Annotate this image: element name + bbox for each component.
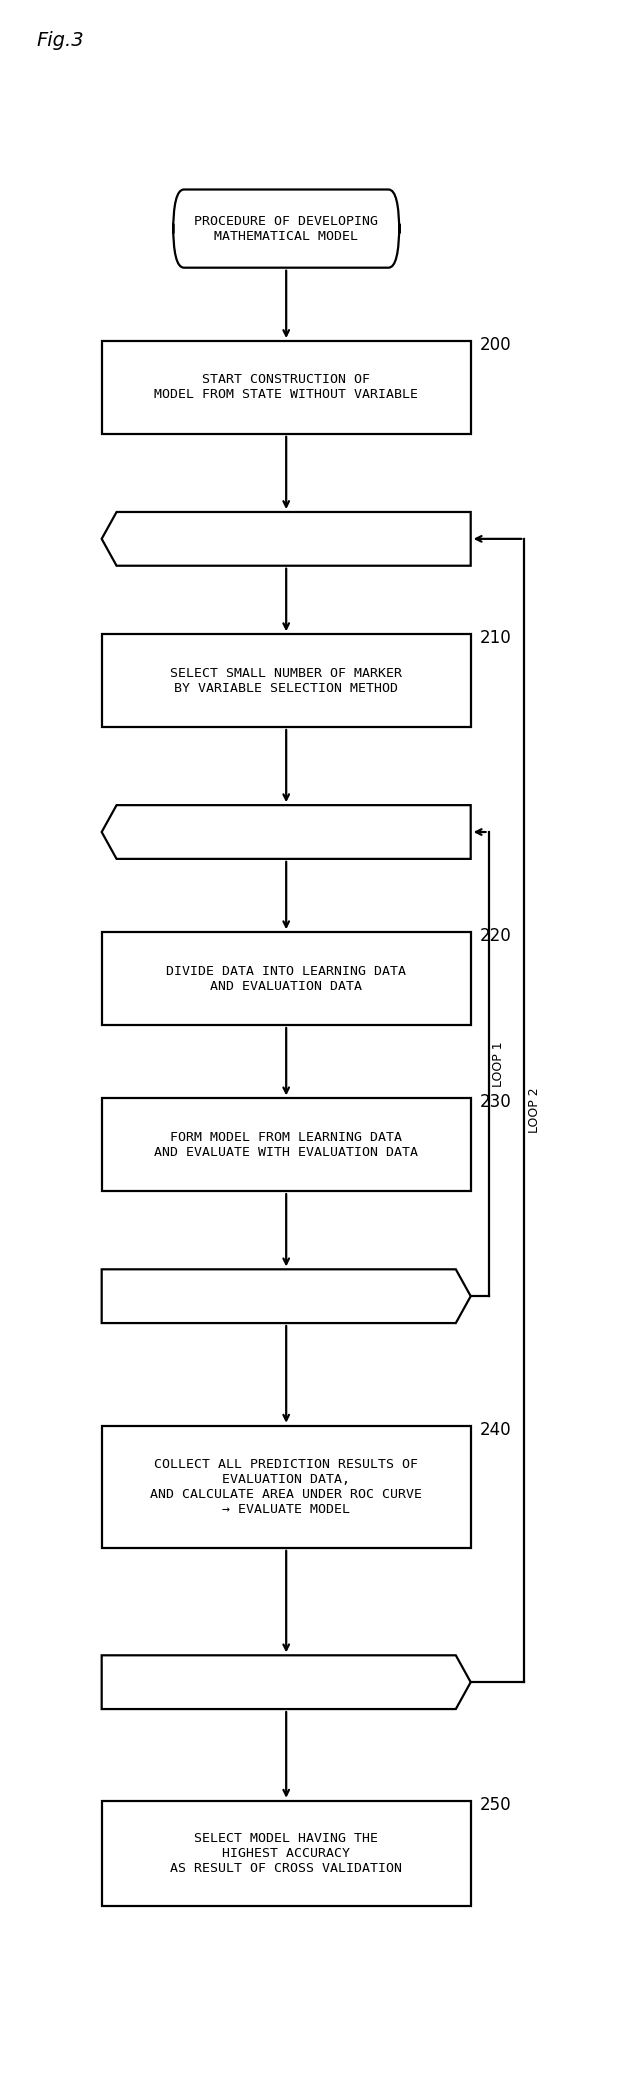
Text: 210: 210: [480, 628, 511, 647]
Bar: [102, 341, 471, 433]
Text: COLLECT ALL PREDICTION RESULTS OF
EVALUATION DATA,
AND CALCULATE AREA UNDER ROC : COLLECT ALL PREDICTION RESULTS OF EVALUA…: [150, 1457, 422, 1516]
Text: 230: 230: [480, 1093, 511, 1112]
Text: LOOP 1: LOOP 1: [492, 1041, 505, 1087]
Polygon shape: [102, 511, 471, 565]
Bar: [102, 634, 471, 727]
Bar: [102, 1426, 471, 1547]
FancyBboxPatch shape: [173, 188, 399, 268]
Polygon shape: [102, 1654, 471, 1709]
Bar: [102, 1801, 471, 1906]
Polygon shape: [102, 806, 471, 859]
Text: PROCEDURE OF DEVELOPING
MATHEMATICAL MODEL: PROCEDURE OF DEVELOPING MATHEMATICAL MOD…: [194, 214, 378, 243]
Text: START CONSTRUCTION OF
MODEL FROM STATE WITHOUT VARIABLE: START CONSTRUCTION OF MODEL FROM STATE W…: [154, 373, 418, 402]
Text: Fig.3: Fig.3: [36, 31, 84, 50]
Text: 220: 220: [480, 928, 511, 944]
Text: LOOP 2: LOOP 2: [528, 1087, 541, 1133]
Text: DIVIDE DATA INTO LEARNING DATA
AND EVALUATION DATA: DIVIDE DATA INTO LEARNING DATA AND EVALU…: [166, 965, 406, 993]
Text: 240: 240: [480, 1420, 511, 1439]
Bar: [102, 932, 471, 1024]
Text: SELECT SMALL NUMBER OF MARKER
BY VARIABLE SELECTION METHOD: SELECT SMALL NUMBER OF MARKER BY VARIABL…: [170, 666, 402, 695]
Bar: [102, 1097, 471, 1191]
Text: SELECT MODEL HAVING THE
HIGHEST ACCURACY
AS RESULT OF CROSS VALIDATION: SELECT MODEL HAVING THE HIGHEST ACCURACY…: [170, 1832, 402, 1874]
Text: 250: 250: [480, 1797, 511, 1813]
Text: 200: 200: [480, 335, 511, 354]
Text: FORM MODEL FROM LEARNING DATA
AND EVALUATE WITH EVALUATION DATA: FORM MODEL FROM LEARNING DATA AND EVALUA…: [154, 1131, 418, 1158]
Polygon shape: [102, 1269, 471, 1323]
